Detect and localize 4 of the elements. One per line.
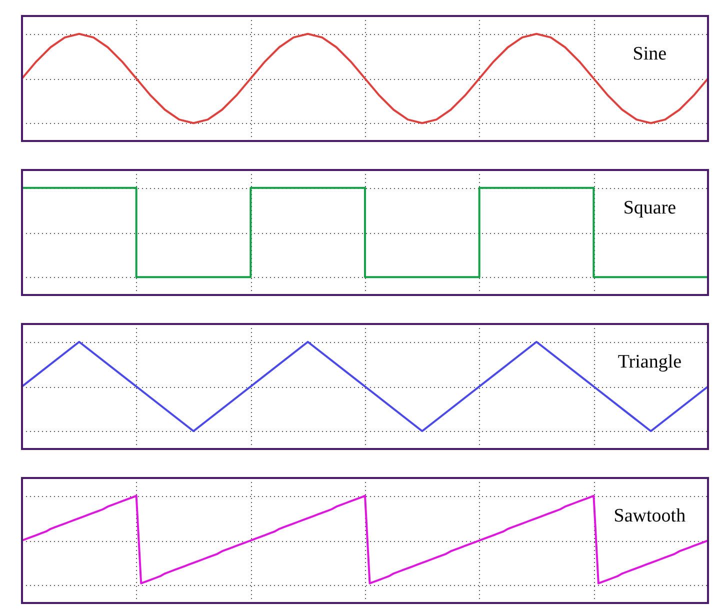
series-label: Sawtooth bbox=[614, 506, 686, 527]
series-label: Triangle bbox=[618, 352, 682, 373]
series-label: Square bbox=[623, 198, 676, 219]
text: Sine bbox=[632, 44, 667, 65]
